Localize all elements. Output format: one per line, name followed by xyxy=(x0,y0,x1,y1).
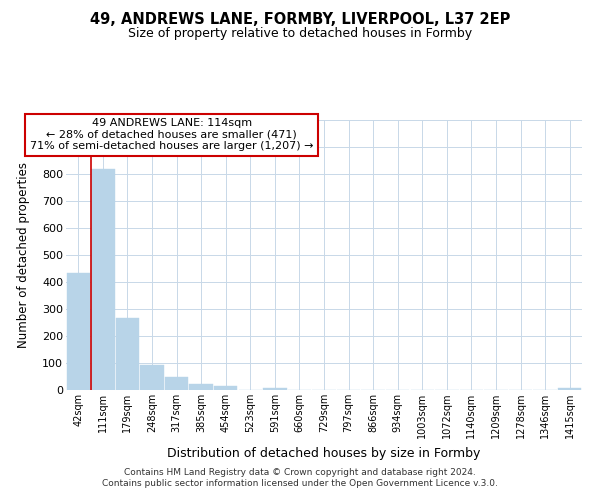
Bar xyxy=(91,168,115,390)
Bar xyxy=(263,388,287,390)
Bar xyxy=(165,377,188,390)
Text: Contains HM Land Registry data © Crown copyright and database right 2024.
Contai: Contains HM Land Registry data © Crown c… xyxy=(102,468,498,487)
Text: Size of property relative to detached houses in Formby: Size of property relative to detached ho… xyxy=(128,28,472,40)
Bar xyxy=(116,318,139,390)
Bar xyxy=(67,272,90,390)
Bar xyxy=(214,386,238,390)
X-axis label: Distribution of detached houses by size in Formby: Distribution of detached houses by size … xyxy=(167,446,481,460)
Text: 49 ANDREWS LANE: 114sqm
← 28% of detached houses are smaller (471)
71% of semi-d: 49 ANDREWS LANE: 114sqm ← 28% of detache… xyxy=(30,118,313,152)
Y-axis label: Number of detached properties: Number of detached properties xyxy=(17,162,29,348)
Text: 49, ANDREWS LANE, FORMBY, LIVERPOOL, L37 2EP: 49, ANDREWS LANE, FORMBY, LIVERPOOL, L37… xyxy=(90,12,510,28)
Bar xyxy=(190,384,213,390)
Bar xyxy=(558,388,581,390)
Bar xyxy=(140,365,164,390)
